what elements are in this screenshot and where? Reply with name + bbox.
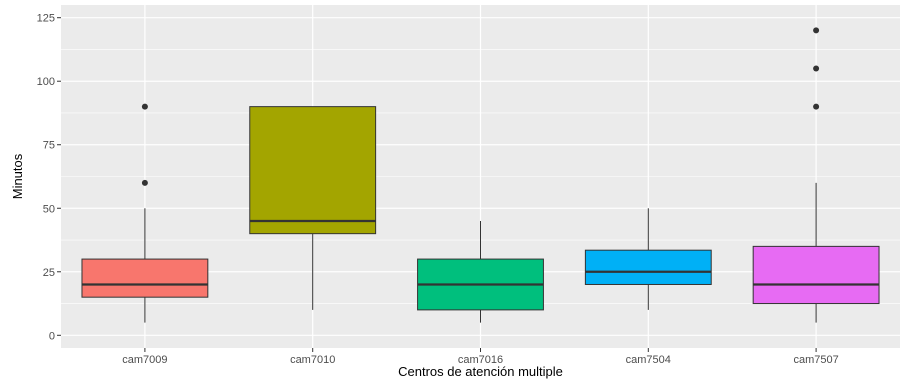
x-tick-label: cam7507 bbox=[793, 354, 838, 366]
y-tick-label: 125 bbox=[37, 13, 55, 25]
box-body bbox=[584, 249, 712, 285]
outlier-point bbox=[141, 103, 148, 110]
box-cam7507 bbox=[752, 27, 880, 323]
box-body bbox=[81, 258, 209, 298]
y-tick-label: 0 bbox=[49, 330, 55, 342]
box-cam7010 bbox=[249, 106, 377, 310]
outlier-point bbox=[141, 179, 148, 186]
y-axis-title: Minutos bbox=[10, 153, 25, 199]
y-tick-label: 25 bbox=[43, 267, 55, 279]
x-axis: cam7009 cam7010 cam7016 cam7504 cam7507 bbox=[122, 348, 839, 366]
box-cam7009 bbox=[81, 103, 209, 323]
outlier-point bbox=[813, 27, 820, 34]
y-axis: 0 25 50 75 100 125 bbox=[37, 13, 61, 342]
x-tick-label: cam7016 bbox=[458, 354, 503, 366]
y-tick-label: 50 bbox=[43, 203, 55, 215]
y-tick-label: 75 bbox=[43, 140, 55, 152]
box-cam7016 bbox=[417, 220, 544, 323]
box-group bbox=[81, 27, 880, 323]
x-tick-label: cam7010 bbox=[290, 354, 335, 366]
outlier-point bbox=[813, 65, 820, 72]
x-tick-label: cam7504 bbox=[626, 354, 671, 366]
x-axis-title: Centros de atención multiple bbox=[398, 364, 563, 379]
y-tick-label: 100 bbox=[37, 76, 55, 88]
box-cam7504 bbox=[584, 208, 712, 310]
outlier-point bbox=[813, 103, 820, 110]
x-tick-label: cam7009 bbox=[122, 354, 167, 366]
box-body bbox=[752, 245, 880, 305]
box-body bbox=[249, 106, 377, 235]
